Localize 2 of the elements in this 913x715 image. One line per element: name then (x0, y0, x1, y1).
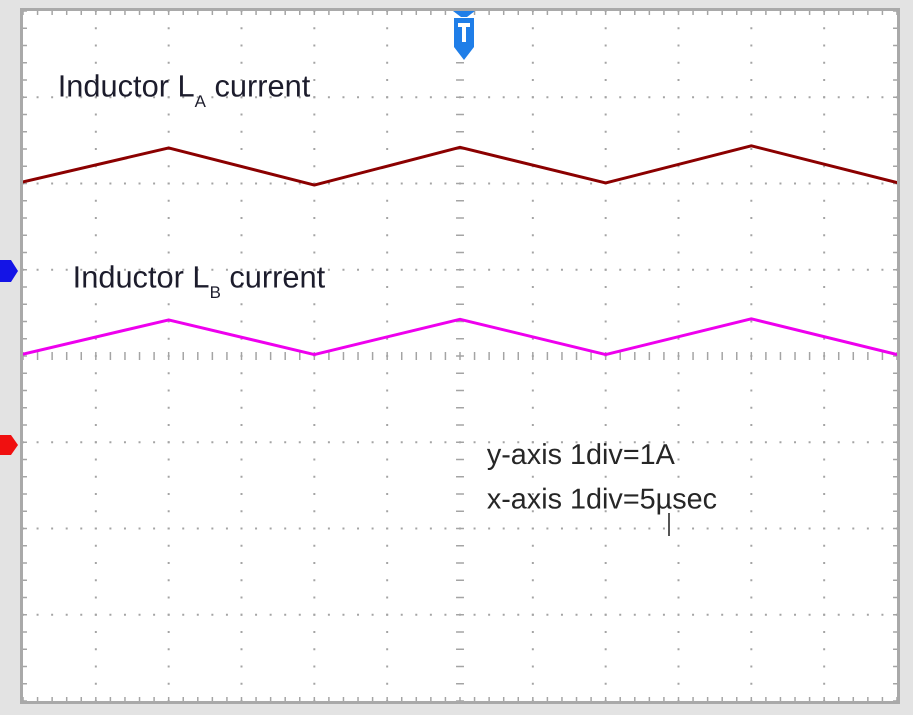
text: x-axis 1div=5µsec (486, 484, 718, 516)
text: y-axis 1div=1A (486, 439, 676, 472)
